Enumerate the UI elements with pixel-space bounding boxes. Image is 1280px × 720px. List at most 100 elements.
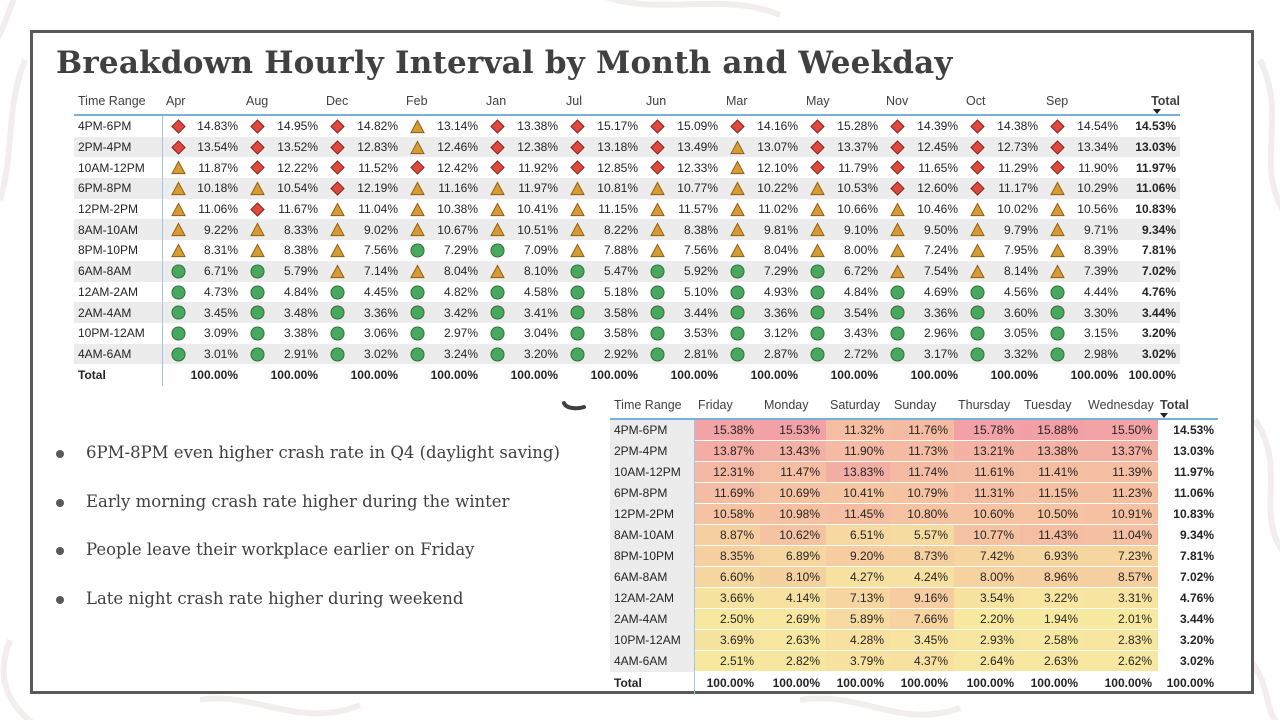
table-cell: 4.84% <box>802 282 882 303</box>
heatmap-cell: 6.51% <box>826 524 890 546</box>
table-cell: 7.39% <box>1042 260 1122 282</box>
table-cell: 12.10% <box>722 157 802 178</box>
table-row: 2PM-4PM 13.54% 13.52% 12.83% 12.46% 12.38% 13.… <box>74 136 1180 158</box>
green-circle-icon <box>650 305 665 320</box>
table-cell: 11.17% <box>962 178 1042 199</box>
column-header-month[interactable]: Dec <box>322 88 402 116</box>
cell-value: 12.60% <box>917 181 958 196</box>
green-circle-icon <box>890 326 905 341</box>
cell-value: 7.24% <box>923 243 958 258</box>
table-row: 4AM-6AM 2.51% 2.82% 3.79% 4.37% 2.64% 2.63% 2.6… <box>610 650 1218 672</box>
green-circle-icon <box>890 347 905 362</box>
table-cell: 3.36% <box>322 302 402 323</box>
cell-value: 8.00% <box>843 243 878 258</box>
table-cell: 11.29% <box>962 157 1042 178</box>
cell-value: 10.41% <box>517 202 558 217</box>
table-cell: 9.71% <box>1042 219 1122 241</box>
cell-value: 13.52% <box>277 140 318 155</box>
insight-text: Late night crash rate higher during week… <box>86 588 464 608</box>
table-cell: 4.82% <box>402 282 482 303</box>
cell-value: 14.39% <box>917 119 958 134</box>
heatmap-cell: 10.50% <box>1020 503 1084 525</box>
column-header-total[interactable]: Total <box>1158 392 1218 420</box>
heatmap-cell: 13.21% <box>954 440 1020 462</box>
red-diamond-icon <box>250 160 265 176</box>
cell-value: 3.30% <box>1083 305 1118 320</box>
heatmap-cell: 10.60% <box>954 503 1020 525</box>
heatmap-cell: 11.39% <box>1084 461 1158 483</box>
heatmap-cell: 8.00% <box>954 566 1020 588</box>
red-diamond-icon <box>330 160 345 176</box>
row-label: 6PM-8PM <box>610 482 695 504</box>
column-header-day[interactable]: Wednesday <box>1084 392 1158 420</box>
column-header-month[interactable]: Sep <box>1042 88 1122 116</box>
column-header-month[interactable]: Oct <box>962 88 1042 116</box>
table-cell: 8.04% <box>402 260 482 282</box>
column-header-month[interactable]: Jul <box>562 88 642 116</box>
grand-total: 100.00% <box>1122 364 1180 387</box>
green-circle-icon <box>810 347 825 362</box>
column-header-month[interactable]: Apr <box>162 88 242 116</box>
orange-triangle-icon <box>330 243 345 258</box>
sort-descending-icon <box>1160 413 1168 418</box>
heatmap-cell: 3.66% <box>694 587 760 609</box>
column-header-day[interactable]: Thursday <box>954 392 1020 420</box>
column-header-time-range[interactable]: Time Range <box>610 392 694 420</box>
orange-triangle-icon <box>890 243 905 258</box>
heatmap-cell: 2.82% <box>760 650 826 672</box>
row-label: 4AM-6AM <box>74 343 163 365</box>
table-cell: 13.14% <box>402 115 482 137</box>
cell-value: 9.50% <box>923 222 958 237</box>
row-label: 10AM-12PM <box>74 157 163 179</box>
column-header-month[interactable]: Nov <box>882 88 962 116</box>
row-label: 2PM-4PM <box>610 440 695 462</box>
cell-value: 2.98% <box>1083 346 1118 361</box>
column-header-month[interactable]: May <box>802 88 882 116</box>
column-header-day[interactable]: Friday <box>694 392 760 420</box>
cell-value: 5.92% <box>683 264 718 279</box>
heatmap-cell: 9.20% <box>826 545 890 567</box>
table-cell: 10.56% <box>1042 199 1122 220</box>
row-total: 3.02% <box>1179 654 1214 668</box>
cell-value: 14.16% <box>757 119 798 134</box>
table-cell: 3.41% <box>482 302 562 323</box>
table-row: 8PM-10PM 8.31% 8.38% 7.56% 7.29% 7.09% 7.88% 7.… <box>74 240 1180 261</box>
column-header-month[interactable]: Feb <box>402 88 482 116</box>
orange-triangle-icon <box>970 222 985 237</box>
orange-triangle-icon <box>170 243 186 258</box>
column-header-month[interactable]: Jun <box>642 88 722 116</box>
cell-value: 3.36% <box>923 305 958 320</box>
green-circle-icon <box>890 284 905 300</box>
column-header-total[interactable]: Total <box>1122 88 1180 116</box>
orange-triangle-icon <box>250 181 265 196</box>
table-cell: 4.45% <box>322 282 402 303</box>
column-header-day[interactable]: Saturday <box>826 392 890 420</box>
orange-triangle-icon <box>730 243 745 258</box>
column-header-day[interactable]: Tuesday <box>1020 392 1084 420</box>
cell-value: 12.83% <box>357 140 398 155</box>
cell-value: 3.06% <box>363 326 398 341</box>
total-row: Total 100.00% 100.00% 100.00% 100.00% 100.00%… <box>74 364 1180 387</box>
cell-value: 13.07% <box>757 140 798 155</box>
column-header-day[interactable]: Sunday <box>890 392 954 420</box>
green-circle-icon <box>1050 284 1065 300</box>
column-header-time-range[interactable]: Time Range <box>74 88 162 116</box>
heatmap-cell: 2.01% <box>1084 608 1158 630</box>
heatmap-cell: 11.32% <box>826 419 890 441</box>
table-cell: 15.28% <box>802 115 882 137</box>
table-cell: 3.36% <box>722 302 802 323</box>
cell-value: 9.79% <box>1003 222 1038 237</box>
green-circle-icon <box>410 347 425 362</box>
green-circle-icon <box>1050 347 1065 362</box>
cell-value: 13.38% <box>517 119 558 134</box>
red-diamond-icon <box>410 160 425 176</box>
heatmap-cell: 11.15% <box>1020 482 1084 504</box>
column-header-month[interactable]: Mar <box>722 88 802 116</box>
column-header-month[interactable]: Aug <box>242 88 322 116</box>
column-header-month[interactable]: Jan <box>482 88 562 116</box>
column-header-day[interactable]: Monday <box>760 392 826 420</box>
table-row: 10PM-12AM 3.69% 2.63% 4.28% 3.45% 2.93% 2.58% 2… <box>610 629 1218 651</box>
green-circle-icon <box>250 347 265 362</box>
row-label: 10AM-12PM <box>610 461 695 483</box>
row-label: 8AM-10AM <box>74 219 163 241</box>
